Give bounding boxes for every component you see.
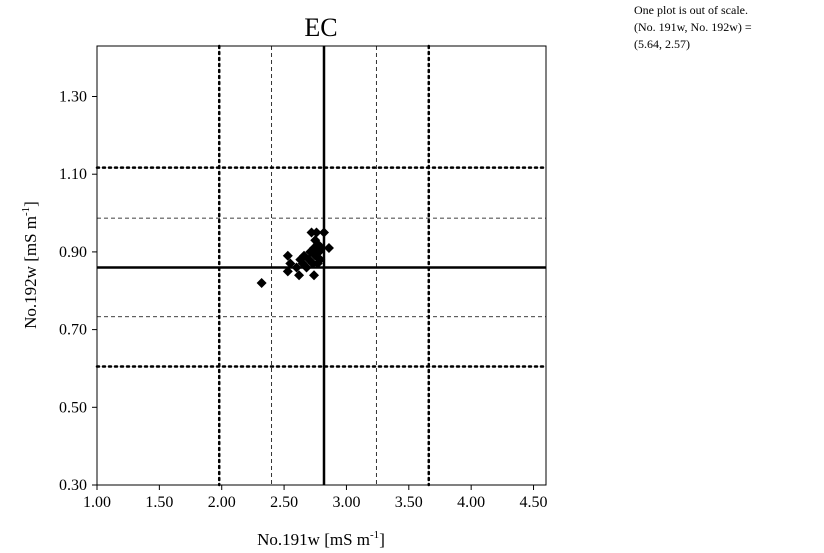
x-tick-label: 3.50 — [395, 494, 423, 511]
y-tick-label: 0.30 — [59, 477, 87, 494]
note-line: (5.64, 2.57) — [634, 37, 690, 51]
data-point — [309, 270, 320, 281]
reference-lines — [95, 44, 548, 487]
data-point — [291, 262, 302, 273]
x-axis-label: No.191w [mS m-1] — [257, 529, 385, 549]
y-axis-label: No.192w [mS m-1] — [20, 201, 40, 329]
y-tick-label: 0.50 — [59, 399, 87, 416]
data-point — [294, 270, 305, 281]
data-point — [311, 227, 322, 238]
data-point — [282, 266, 293, 277]
data-point — [285, 258, 296, 269]
x-tick-label: 1.50 — [145, 494, 173, 511]
x-tick-label: 1.00 — [83, 494, 111, 511]
x-tick-label: 3.00 — [332, 494, 360, 511]
chart-title: EC — [304, 13, 337, 42]
plot-frame — [96, 45, 547, 486]
y-tick-label: 0.70 — [59, 322, 87, 339]
data-points — [256, 227, 334, 288]
data-point — [256, 277, 267, 288]
note-line: One plot is out of scale. — [634, 3, 748, 17]
x-tick-label: 4.00 — [457, 494, 485, 511]
y-tick-label: 1.30 — [59, 89, 87, 106]
x-tick-label: 2.00 — [208, 494, 236, 511]
data-point — [318, 227, 329, 238]
data-point — [301, 262, 312, 273]
data-point — [315, 254, 326, 265]
x-tick-label: 4.50 — [520, 494, 548, 511]
out-of-scale-note: One plot is out of scale. (No. 191w, No.… — [634, 2, 824, 53]
data-point — [316, 243, 327, 254]
data-point — [323, 243, 334, 254]
x-tick-label: 2.50 — [270, 494, 298, 511]
axis-ticks: 1.00 1.50 2.00 2.50 3.00 3.50 4.00 4.50 0.30 0.50… — [59, 89, 548, 511]
y-tick-label: 1.10 — [59, 166, 87, 183]
note-line: (No. 191w, No. 192w) = — [634, 20, 752, 34]
data-point — [282, 250, 293, 261]
y-tick-label: 0.90 — [59, 244, 87, 261]
